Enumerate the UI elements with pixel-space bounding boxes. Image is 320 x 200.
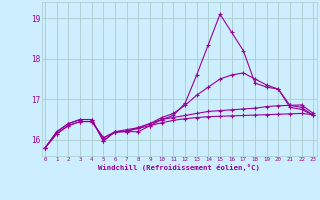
X-axis label: Windchill (Refroidissement éolien,°C): Windchill (Refroidissement éolien,°C) [98, 164, 260, 171]
